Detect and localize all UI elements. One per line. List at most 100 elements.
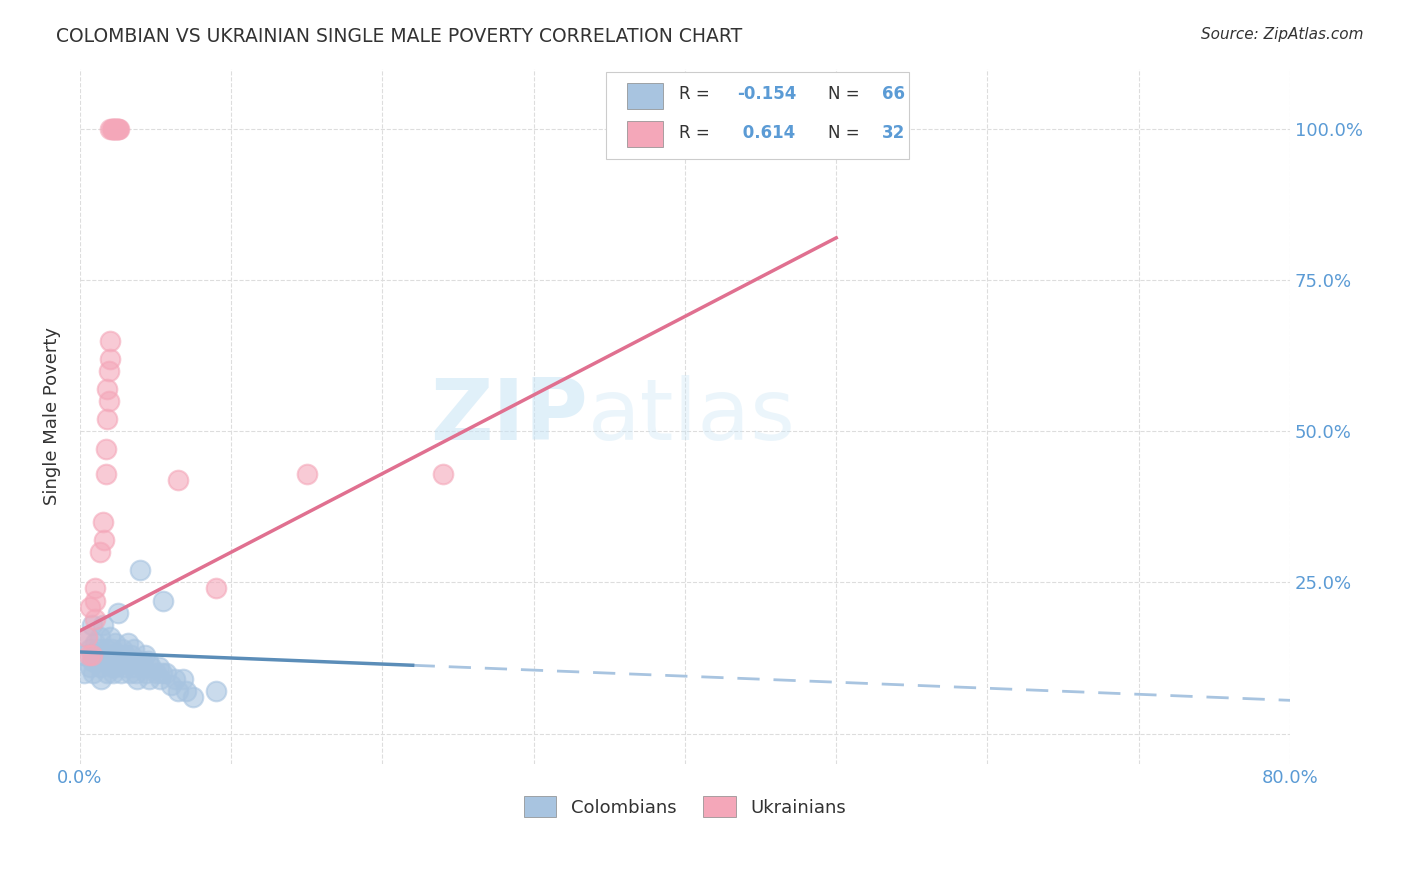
- Point: [91, 515, 114, 529]
- Point: [120, 648, 142, 662]
- Text: 0.614: 0.614: [737, 124, 796, 142]
- Point: [129, 563, 152, 577]
- Point: [96, 412, 118, 426]
- Point: [89, 660, 111, 674]
- Text: R =: R =: [679, 85, 714, 103]
- Point: [165, 672, 187, 686]
- Point: [152, 593, 174, 607]
- Point: [94, 642, 117, 657]
- Point: [159, 678, 181, 692]
- Point: [149, 672, 172, 686]
- Point: [86, 654, 108, 668]
- Point: [84, 593, 107, 607]
- Point: [93, 533, 115, 548]
- Point: [121, 654, 143, 668]
- Point: [89, 545, 111, 559]
- Point: [107, 648, 129, 662]
- Point: [127, 672, 149, 686]
- Text: -0.154: -0.154: [737, 85, 796, 103]
- Point: [104, 636, 127, 650]
- Point: [105, 122, 128, 136]
- Point: [80, 617, 103, 632]
- Point: [98, 351, 121, 366]
- Point: [138, 672, 160, 686]
- Point: [97, 648, 120, 662]
- Point: [150, 666, 173, 681]
- Point: [110, 666, 132, 681]
- Point: [97, 364, 120, 378]
- FancyBboxPatch shape: [606, 72, 908, 159]
- Point: [101, 122, 124, 136]
- Point: [108, 654, 131, 668]
- Point: [104, 122, 127, 136]
- Point: [118, 666, 141, 681]
- Point: [131, 654, 153, 668]
- Point: [114, 660, 136, 674]
- Point: [132, 660, 155, 674]
- Bar: [627, 121, 664, 147]
- Point: [79, 660, 101, 674]
- Point: [121, 660, 143, 674]
- Point: [84, 582, 107, 596]
- Point: [167, 473, 190, 487]
- Point: [96, 382, 118, 396]
- Point: [90, 648, 112, 662]
- Point: [295, 467, 318, 481]
- Point: [205, 684, 228, 698]
- Text: ZIP: ZIP: [430, 375, 588, 458]
- Point: [73, 648, 96, 662]
- Legend: Colombians, Ukrainians: Colombians, Ukrainians: [516, 789, 853, 824]
- Point: [96, 666, 118, 681]
- Point: [91, 617, 114, 632]
- Point: [98, 654, 121, 668]
- Point: [98, 630, 121, 644]
- Point: [82, 666, 104, 681]
- Text: 32: 32: [882, 124, 905, 142]
- Point: [101, 122, 124, 136]
- Point: [155, 666, 177, 681]
- Point: [117, 636, 139, 650]
- Text: N =: N =: [828, 124, 865, 142]
- Point: [104, 122, 127, 136]
- Point: [111, 642, 134, 657]
- Point: [108, 122, 131, 136]
- Point: [174, 684, 197, 698]
- Point: [148, 660, 170, 674]
- Point: [432, 467, 454, 481]
- Point: [145, 666, 167, 681]
- Point: [139, 660, 162, 674]
- Point: [100, 122, 122, 136]
- Point: [79, 599, 101, 614]
- Point: [73, 666, 96, 681]
- Text: Source: ZipAtlas.com: Source: ZipAtlas.com: [1201, 27, 1364, 42]
- Point: [125, 666, 148, 681]
- Point: [124, 642, 146, 657]
- Point: [87, 642, 110, 657]
- Text: R =: R =: [679, 124, 714, 142]
- Point: [134, 648, 156, 662]
- Bar: [627, 83, 664, 109]
- Point: [114, 648, 136, 662]
- Point: [100, 660, 122, 674]
- Point: [101, 666, 124, 681]
- Point: [100, 642, 122, 657]
- Point: [107, 122, 129, 136]
- Point: [79, 642, 101, 657]
- Point: [167, 684, 190, 698]
- Point: [98, 334, 121, 348]
- Point: [77, 648, 100, 662]
- Point: [80, 654, 103, 668]
- Text: COLOMBIAN VS UKRAINIAN SINGLE MALE POVERTY CORRELATION CHART: COLOMBIAN VS UKRAINIAN SINGLE MALE POVER…: [56, 27, 742, 45]
- Point: [107, 606, 129, 620]
- Point: [89, 630, 111, 644]
- Point: [135, 666, 157, 681]
- Point: [84, 648, 107, 662]
- Point: [84, 612, 107, 626]
- Point: [97, 394, 120, 409]
- Text: 66: 66: [882, 85, 905, 103]
- Y-axis label: Single Male Poverty: Single Male Poverty: [44, 327, 60, 505]
- Point: [94, 442, 117, 457]
- Point: [205, 582, 228, 596]
- Point: [93, 654, 115, 668]
- Point: [84, 636, 107, 650]
